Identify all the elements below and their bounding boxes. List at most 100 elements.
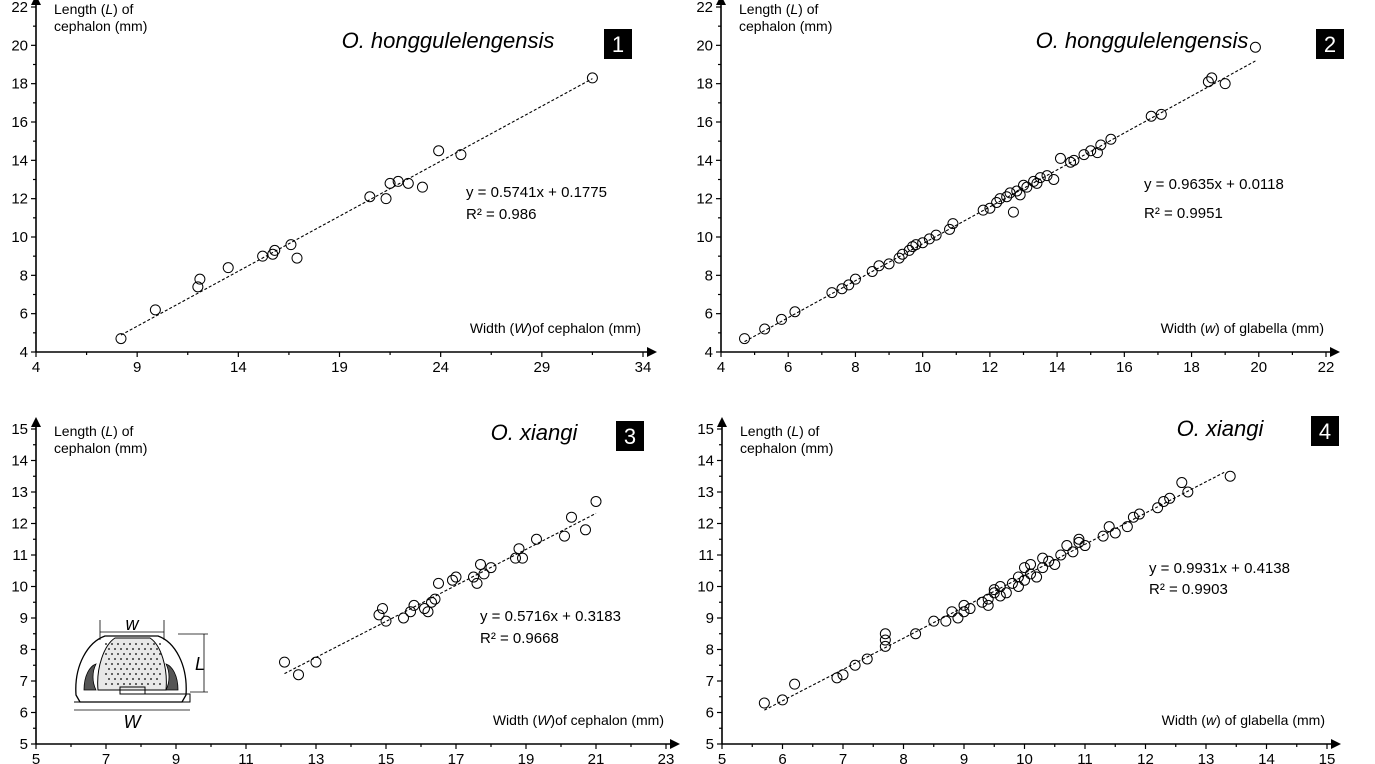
glabella-dot [135,643,137,645]
glabella-dot [120,648,122,650]
y-tick-label: 14 [696,152,713,169]
panel-number: 3 [624,424,636,449]
data-point [861,653,873,665]
x-tick-label: 4 [32,359,40,376]
glabella-dot [105,663,107,665]
data-point [849,273,861,285]
data-point [930,229,942,241]
data-point [517,552,528,564]
y-axis-title-line-1: Length (L) of [54,1,134,17]
glabella-dot [114,648,116,650]
data-point [1202,76,1214,88]
x-tick-label: 19 [518,751,535,764]
glabella-dot [144,648,146,650]
x-axis-title-part: Width ( [493,712,538,728]
x-tick-label: 34 [635,359,652,376]
data-point [398,612,409,624]
r-squared: R² = 0.9668 [480,630,559,647]
glabella-dot [153,683,155,685]
chart-panel-3: 5 7 9 11 13 15 17 19 21 23 5 6 7 8 9 10 11 12 13 14 15 Length… [11,417,680,764]
data-point [1054,152,1066,164]
glabella-dot [132,648,134,650]
glabella-dot [117,673,119,675]
glabella-dot [147,643,149,645]
regression-equation: y = 0.5741x + 0.1775 [466,184,607,201]
panel-number-badge [1311,416,1339,446]
glabella-dot [108,658,110,660]
x-axis-title-part: ) of glabella (mm) [1215,320,1324,336]
data-point [1000,587,1012,599]
x-tick-label: 13 [308,751,325,764]
y-axis-title-line-2: cephalon (mm) [740,440,833,456]
y-axis-title-part: ) of [798,1,818,17]
glabella-dot [135,673,137,675]
data-point [1121,521,1133,533]
y-axis-title-part: Length ( [54,1,106,17]
data-point [946,606,958,618]
data-point [1067,546,1079,558]
x-tick-label: 11 [238,751,254,764]
data-point [879,640,891,652]
data-point [384,177,396,189]
data-point [586,72,598,84]
x-axis-title-part: W [537,712,552,728]
panel-number-badge [1316,29,1344,59]
trendline [284,512,597,675]
x-tick-label: 20 [1250,359,1267,376]
glabella-dot [153,643,155,645]
x-tick-label: 19 [331,359,348,376]
glabella-dot [147,653,149,655]
y-tick-label: 20 [696,37,713,54]
data-point [988,584,1000,596]
glabella-dot [138,658,140,660]
y-tick-label: 9 [706,610,714,627]
x-tick-label: 9 [960,751,968,764]
glabella-dot [147,673,149,675]
data-point [1164,492,1176,504]
y-tick-label: 13 [11,484,28,501]
data-point [866,266,878,277]
data-point [1021,181,1033,193]
y-axis-title-part: L [790,1,798,17]
data-point [1055,549,1067,561]
regression-equation: y = 0.9931x + 0.4138 [1149,560,1290,577]
glabella-dot [135,663,137,665]
data-point [1025,558,1037,570]
data-point [566,511,577,523]
glabella-dot [123,653,125,655]
x-tick-label: 6 [784,359,792,376]
y-tick-label: 15 [11,421,28,438]
data-point [952,612,964,624]
chart-panel-1: 4 9 14 19 24 29 34 4 6 8 10 12 14 16 18 20 22 Length (L) … [11,0,657,376]
y-axis-title-line-1: Length (L) of [54,423,134,439]
data-point [285,239,297,251]
data-point [910,628,922,640]
x-axis-title-part: Width ( [1162,712,1207,728]
glabella-dot [141,663,143,665]
glabella-dot [147,663,149,665]
y-tick-label: 10 [696,229,713,246]
x-axis-title-part: Width ( [1161,320,1206,336]
glabella-dot [144,658,146,660]
y-tick-label: 5 [706,736,714,753]
data-point [222,262,234,274]
glabella-dot [111,673,113,675]
regression-equation: y = 0.9635x + 0.0118 [1144,176,1284,193]
r-squared: R² = 0.986 [466,206,536,223]
glabella-dot [129,663,131,665]
y-axis-arrow [31,0,41,5]
y-tick-label: 16 [696,114,713,131]
data-point [279,656,290,668]
glabella-dot [138,678,140,680]
data-point [478,568,490,580]
x-tick-label: 10 [914,359,931,376]
data-point [149,304,161,316]
data-point [1014,189,1026,201]
inset-label-L: L [195,654,205,674]
panel-number: 4 [1319,419,1331,444]
glabella-dot [150,668,152,670]
data-point [405,606,416,618]
glabella-dot [111,653,113,655]
data-point [1249,41,1261,53]
data-point [1034,172,1046,184]
